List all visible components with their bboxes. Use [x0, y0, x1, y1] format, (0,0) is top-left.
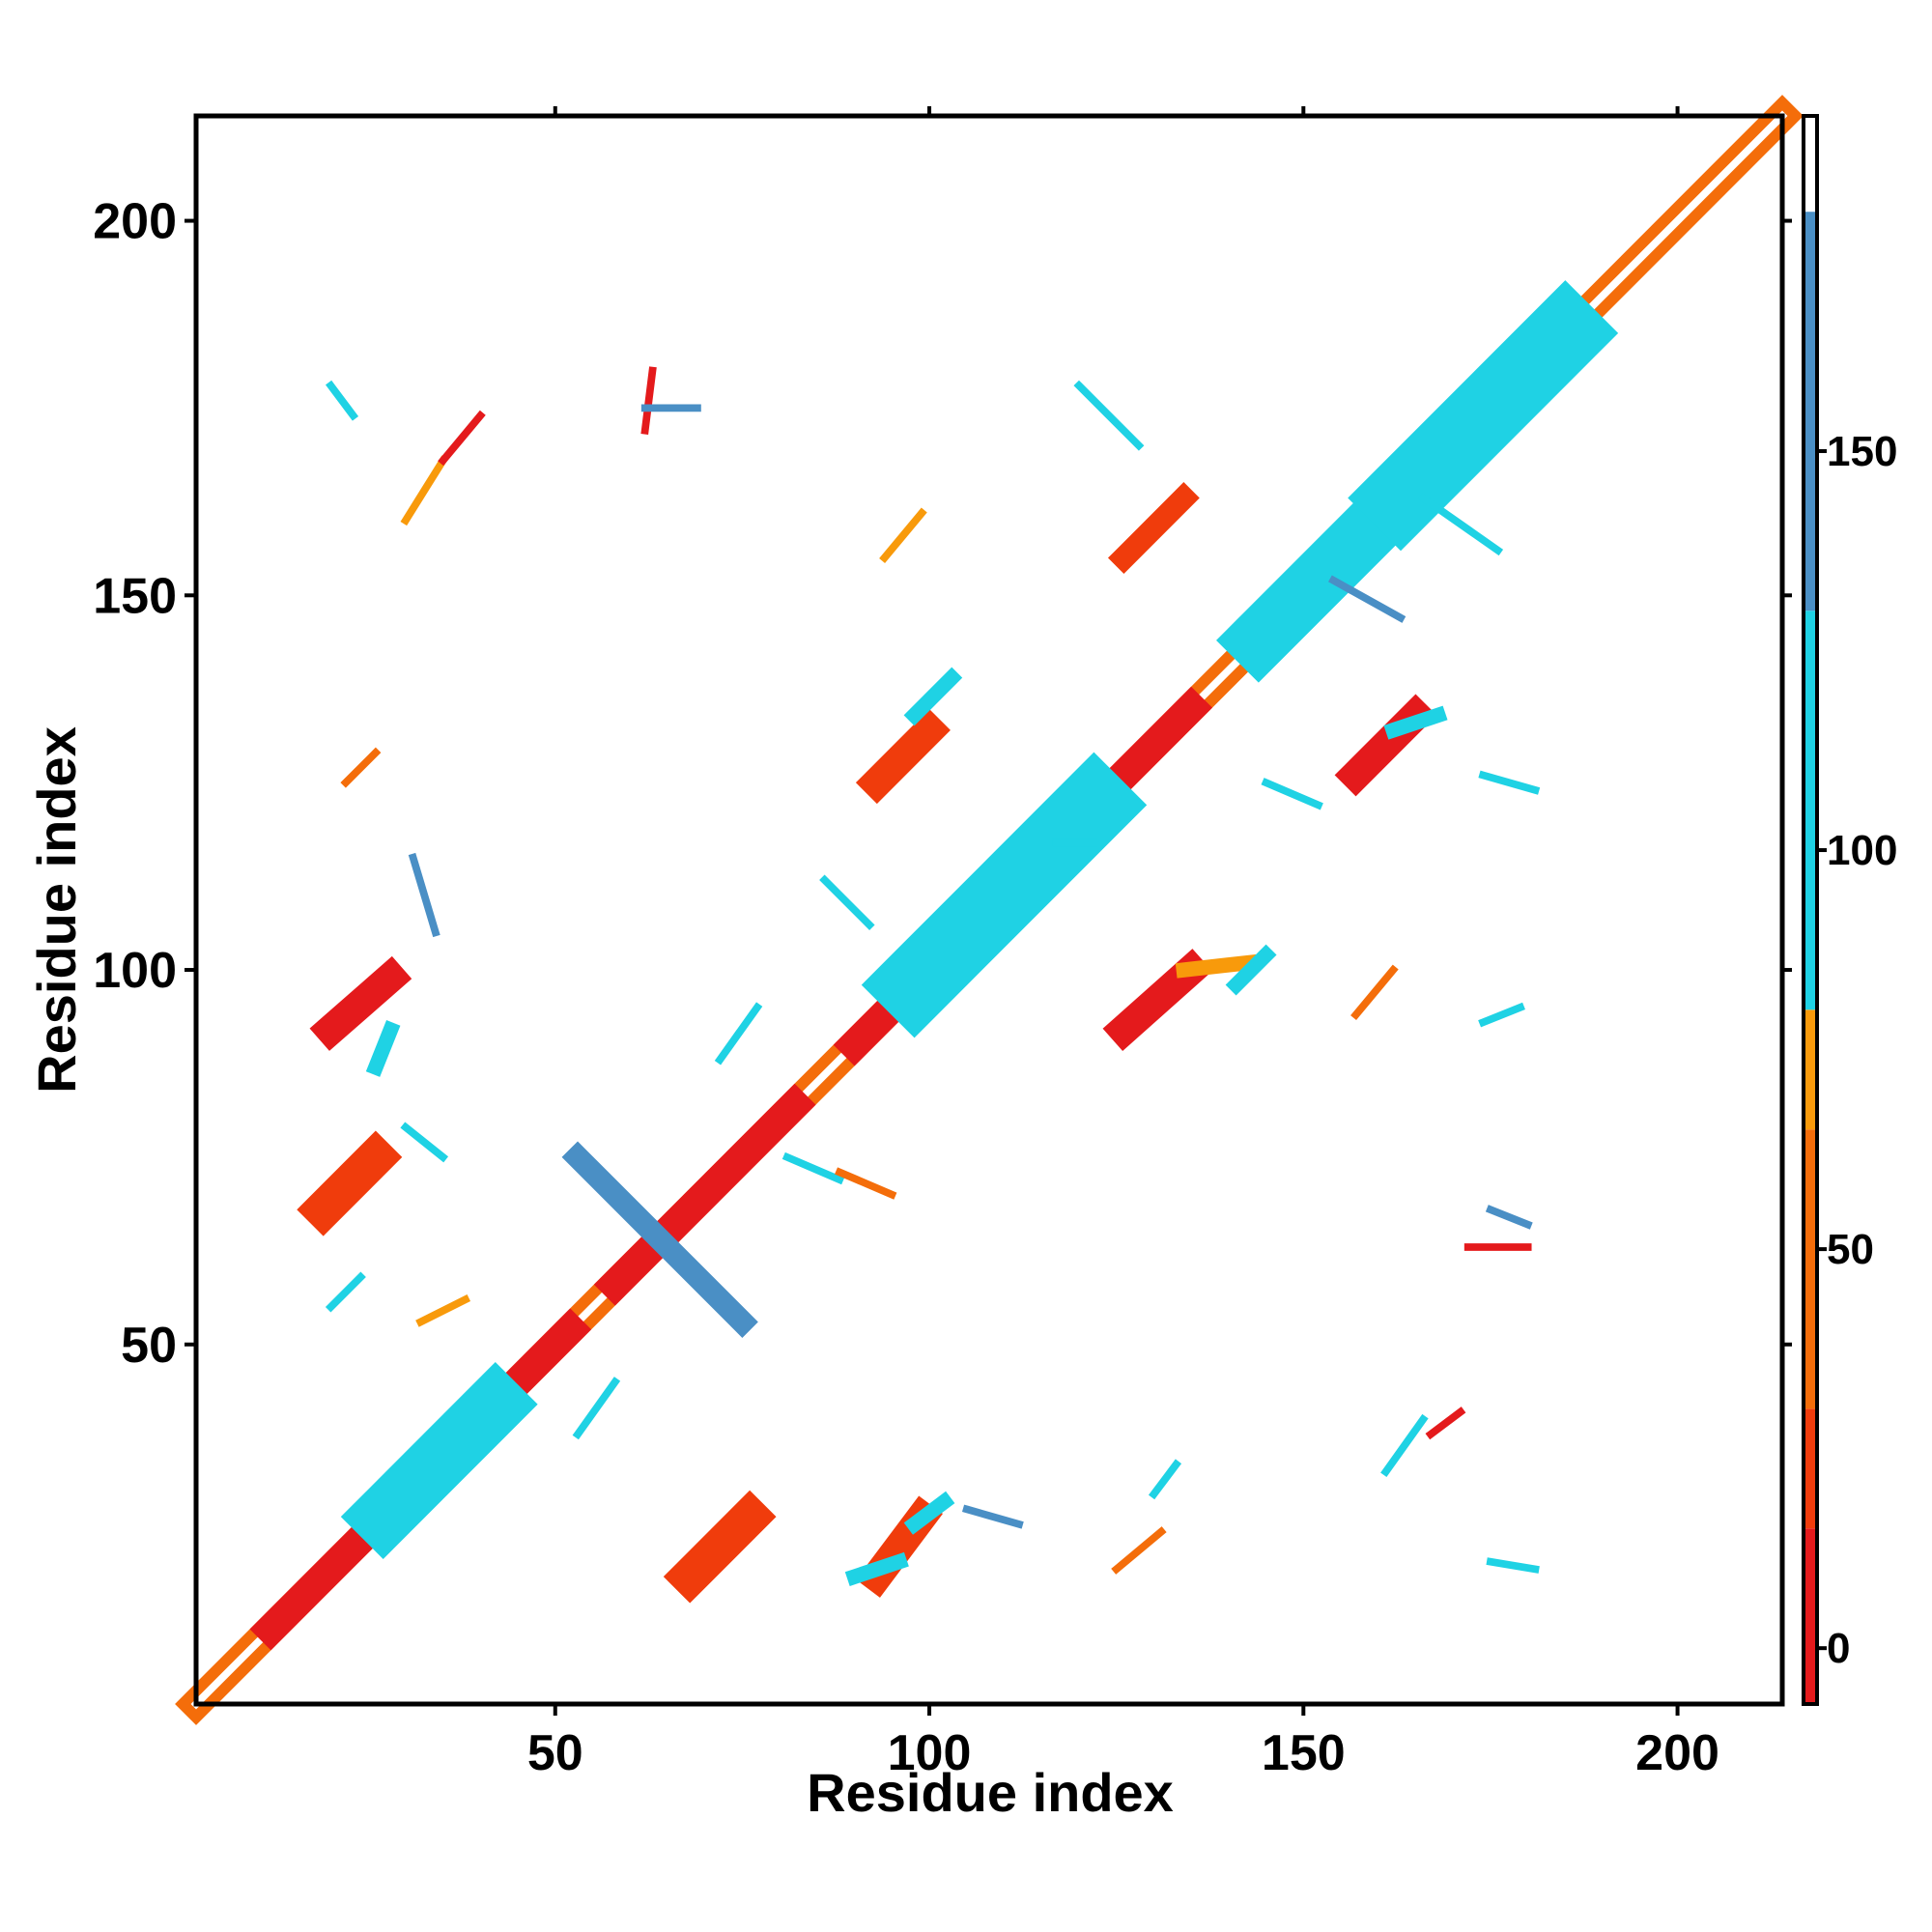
x-axis-title: Residue index — [807, 1762, 1174, 1823]
colorbar-tick-label: 0 — [1827, 1625, 1850, 1672]
heatmap-region-16 — [1102, 949, 1212, 1051]
heatmap-region-38 — [1350, 964, 1399, 1021]
heatmap-region-17 — [1107, 482, 1200, 574]
heatmap-region-39 — [1380, 1413, 1429, 1478]
y-axis-ticks: 50 100 150 200 — [93, 194, 1792, 1374]
heatmap-region-10 — [561, 1141, 758, 1338]
heatmap-region-48 — [1478, 1002, 1525, 1028]
heatmap-region-21 — [365, 1020, 401, 1077]
heatmap-region-15 — [855, 708, 951, 805]
y-tick-label: 100 — [93, 943, 177, 999]
colorbar-band-6 — [1804, 116, 1817, 213]
heatmap-region-44 — [781, 1151, 845, 1185]
heatmap-region-37 — [1261, 778, 1323, 810]
heatmap-region-35 — [879, 507, 927, 563]
heatmap-region-51 — [640, 366, 657, 436]
heatmap-region-8 — [1216, 500, 1399, 683]
heatmap-region-36 — [1073, 380, 1145, 451]
colorbar-band-0 — [1804, 1528, 1817, 1704]
heatmap-region-26 — [400, 455, 448, 526]
heatmap-region-28 — [340, 747, 382, 788]
y-tick-label: 50 — [121, 1318, 177, 1374]
colorbar-tick-label: 50 — [1827, 1226, 1874, 1273]
heatmap-region-54 — [1328, 575, 1406, 623]
heatmap-region-40 — [1425, 1406, 1466, 1440]
x-tick-label: 50 — [527, 1725, 583, 1781]
heatmap-region-11 — [663, 1490, 777, 1604]
colorbar-band-4 — [1804, 611, 1817, 1010]
heatmap-region-49 — [1486, 1557, 1540, 1574]
heatmap-region-6 — [340, 1361, 538, 1559]
heatmap-region-50 — [1148, 1459, 1182, 1500]
heatmap-region-9 — [1348, 280, 1619, 552]
heatmap-region-31 — [415, 1294, 471, 1327]
x-tick-label: 100 — [888, 1725, 972, 1781]
heatmap-region-24 — [1383, 705, 1448, 740]
colorbar-ticks: 0 50 100 150 — [1817, 428, 1897, 1672]
heatmap-region-22 — [844, 1551, 909, 1586]
colorbar-band-3 — [1804, 1009, 1817, 1130]
heatmap-region-43 — [408, 852, 440, 938]
heatmap-region-53 — [325, 380, 359, 421]
heatmap-region-27 — [438, 410, 486, 467]
heatmap-region-13 — [297, 1130, 403, 1236]
heatmap-region-7 — [861, 752, 1148, 1038]
colorbar-band-5 — [1804, 212, 1817, 611]
heatmap-region-32 — [572, 1377, 621, 1440]
colorbar-tick-label: 150 — [1827, 428, 1897, 475]
heatmap-region-25 — [903, 1491, 955, 1535]
heatmap-region-33 — [714, 1002, 763, 1065]
heatmap-cells — [175, 95, 1804, 1725]
heatmap-region-20 — [903, 667, 963, 726]
colorbar-frame — [1802, 114, 1819, 1706]
heatmap-region-23 — [1225, 944, 1277, 996]
heatmap-region-55 — [1417, 493, 1504, 556]
heatmap-region-47 — [1485, 1205, 1533, 1230]
y-axis-title: Residue index — [26, 726, 87, 1094]
x-tick-label: 150 — [1262, 1725, 1346, 1781]
heatmap-region-19 — [1175, 953, 1260, 979]
colorbar-band-2 — [1804, 1129, 1817, 1409]
heatmap-region-56 — [1478, 770, 1541, 795]
heatmap-region-14 — [309, 955, 412, 1051]
heatmap-region-45 — [835, 1167, 897, 1200]
colorbar-tick-label: 100 — [1827, 827, 1897, 874]
heatmap-region-34 — [819, 874, 875, 930]
plot-frame — [193, 113, 1785, 1707]
heatmap-region-3 — [593, 1083, 816, 1306]
heatmap-region-30 — [325, 1271, 366, 1313]
heatmap-region-42 — [400, 1122, 449, 1163]
y-tick-label: 200 — [93, 194, 177, 250]
colorbar-band-1 — [1804, 1408, 1817, 1529]
heatmap-region-29 — [1111, 1526, 1167, 1575]
colorbar: 0 50 100 150 — [1802, 114, 1897, 1706]
x-axis-ticks: 50 100 150 200 — [527, 106, 1719, 1781]
colorbar-bands — [1804, 116, 1817, 1704]
x-tick-label: 200 — [1635, 1725, 1719, 1781]
y-tick-label: 150 — [93, 568, 177, 624]
heatmap-region-41 — [961, 1504, 1024, 1529]
